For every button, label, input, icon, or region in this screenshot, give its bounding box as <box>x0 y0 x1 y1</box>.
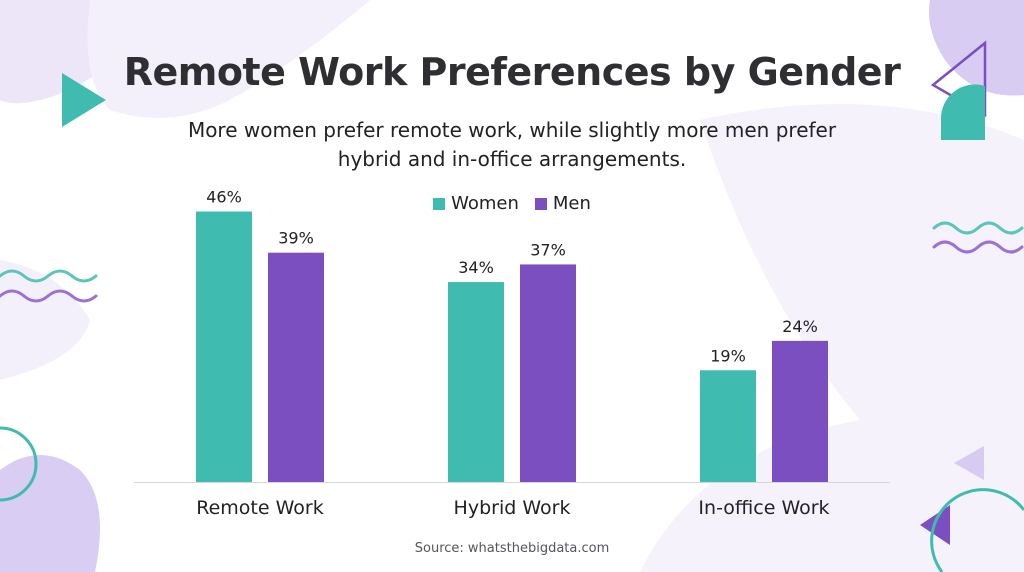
bar-women-2 <box>448 282 504 482</box>
legend-swatch-men <box>534 197 547 210</box>
blob-top-left-soft <box>87 0 370 118</box>
subtitle-line-1: More women prefer remote work, while sli… <box>187 118 837 142</box>
category-label-1: Remote Work <box>196 497 323 519</box>
data-label-women-2: 34% <box>458 258 494 277</box>
blob-top-right <box>929 0 1024 96</box>
bar-men-1 <box>268 252 324 482</box>
blob-right-soft <box>640 104 1024 572</box>
teal-triangle-left <box>62 73 106 127</box>
bar-women-1 <box>196 211 252 482</box>
bar-men-3 <box>772 340 828 482</box>
legend-label-women: Women <box>451 193 519 214</box>
legend-item-women: Women <box>433 193 519 214</box>
blob-left-soft <box>0 260 90 380</box>
bar-group: 46% 39% Remote Work 34% 37% Hybrid Work 19% 24%… <box>134 188 890 519</box>
legend-label-men: Men <box>552 193 591 214</box>
wave-teal-right <box>932 221 1024 235</box>
teal-circle-right <box>930 488 1024 572</box>
subtitle-line-2: hybrid and in-office arrangements. <box>337 147 687 171</box>
bar-men-2 <box>520 264 576 482</box>
wave-teal-left <box>0 269 98 283</box>
data-label-women-3: 19% <box>710 346 746 365</box>
data-label-men-1: 39% <box>278 229 314 248</box>
teal-circle-left <box>0 426 38 502</box>
data-label-women-1: 46% <box>206 188 242 207</box>
wave-purple-left <box>0 289 98 303</box>
legend-swatch-women <box>433 197 446 210</box>
teal-half-circle-right <box>940 84 985 140</box>
chart-legend: Women Men <box>0 193 1024 214</box>
bar-women-3 <box>700 370 756 482</box>
chart-title: Remote Work Preferences by Gender <box>123 50 901 94</box>
wave-purple-right <box>932 240 1024 254</box>
category-label-3: In-office Work <box>698 497 829 519</box>
category-label-2: Hybrid Work <box>454 497 571 519</box>
blob-bottom-left <box>0 455 100 572</box>
data-label-men-3: 24% <box>782 317 818 336</box>
source-note: Source: whatsthebigdata.com <box>414 541 610 556</box>
chart-subtitle: More women prefer remote work, while sli… <box>162 116 862 174</box>
legend-item-men: Men <box>534 193 591 214</box>
data-label-men-2: 37% <box>530 240 566 259</box>
light-triangle-right <box>954 446 984 480</box>
